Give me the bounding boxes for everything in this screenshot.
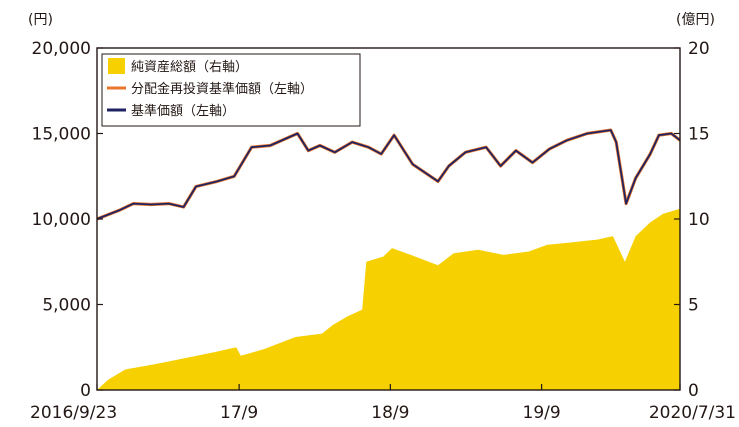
right-tick-label: 0 (688, 381, 699, 401)
net-assets-area-layer (97, 208, 680, 390)
legend-label: 純資産総額（右軸） (131, 59, 248, 75)
net-assets-area (97, 208, 680, 390)
x-tick-label: 17/9 (220, 403, 258, 423)
right-axis-ticks: 20 15 10 5 0 (674, 39, 710, 401)
left-tick-label: 10,000 (32, 210, 91, 230)
x-tick-label: 18/9 (371, 403, 409, 423)
price-lines-layer (96, 128, 681, 221)
x-tick-label: 2020/7/31 (649, 403, 736, 423)
right-tick-label: 5 (688, 296, 699, 316)
left-tick-label: 20,000 (32, 39, 91, 59)
legend-label: 分配金再投資基準価額（左軸） (131, 81, 313, 97)
legend-box (101, 53, 361, 127)
right-tick-label: 15 (688, 125, 710, 145)
legend-swatch-net-assets (108, 58, 125, 74)
x-tick-label: 2016/9/23 (30, 403, 117, 423)
left-tick-label: 5,000 (42, 296, 91, 316)
right-tick-label: 20 (688, 39, 710, 59)
left-tick-label: 0 (80, 381, 91, 401)
legend: 純資産総額（右軸） 分配金再投資基準価額（左軸） 基準価額（左軸） (101, 53, 361, 127)
legend-label: 基準価額（左軸） (131, 103, 235, 119)
right-axis-unit: (億円) (676, 12, 715, 28)
x-tick-label: 19/9 (523, 403, 561, 423)
nav-line (96, 129, 681, 220)
left-axis-ticks: 20,000 15,000 10,000 5,000 0 (32, 39, 103, 401)
x-axis-ticks: 2016/9/23 17/9 18/9 19/9 2020/7/31 (30, 384, 736, 423)
left-axis-unit: (円) (28, 12, 53, 28)
right-tick-label: 10 (688, 210, 710, 230)
left-tick-label: 15,000 (32, 125, 91, 145)
